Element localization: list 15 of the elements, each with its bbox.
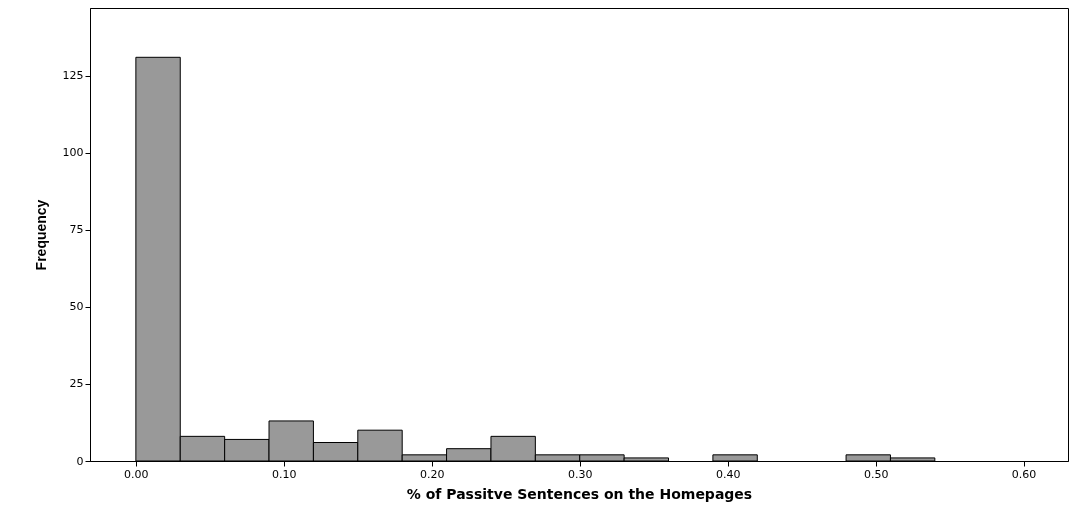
x-tick-label: 0.10 [272,467,297,481]
x-axis-title: % of Passitve Sentences on the Homepages [406,485,753,502]
x-tick-label: 0.40 [715,467,741,481]
x-tick-label: 0.20 [420,467,445,481]
x-tick-label: 0.30 [567,467,593,481]
y-tick-label: 100 [62,146,84,160]
y-tick-label: 0 [76,454,84,468]
x-tick-label: 0.60 [1011,467,1037,481]
x-tick-label: 0.00 [124,467,149,481]
x-tick-label: 0.50 [863,467,889,481]
y-axis-title: Frequency [32,199,49,271]
y-tick-label: 50 [69,300,84,314]
y-tick-label: 75 [69,223,84,237]
y-tick-label: 125 [62,69,84,83]
y-tick-label: 25 [69,377,84,391]
